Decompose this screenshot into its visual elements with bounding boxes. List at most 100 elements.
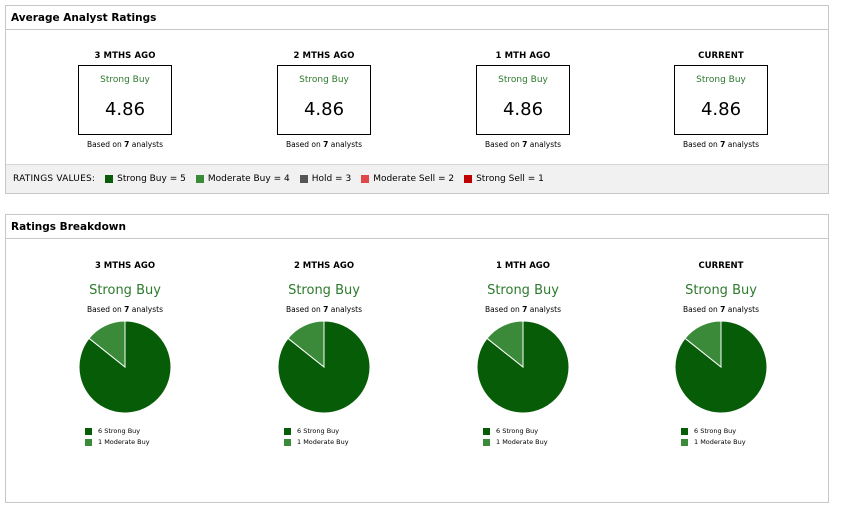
period-title: CURRENT [698,261,744,271]
breakdown-period-3-months: 3 MTHS AGO Strong Buy Based on 7 analyst… [55,261,195,449]
rating-box: Strong Buy 4.86 [78,65,172,135]
pie-svg [674,320,768,414]
ratings-pie-chart [78,320,172,414]
ratings-pie-chart [674,320,768,414]
ratings-pie-chart [277,320,371,414]
pie-legend-item: 1 Moderate Buy [284,438,364,446]
pie-legend-item: 6 Strong Buy [483,427,563,435]
pie-legend-label: 6 Strong Buy [297,427,340,435]
legend-item-moderate-sell: Moderate Sell = 2 [361,174,454,184]
rating-box: Strong Buy 4.86 [277,65,371,135]
period-title: CURRENT [698,51,744,61]
breakdown-period-current: CURRENT Strong Buy Based on 7 analysts 6… [651,261,791,449]
avg-period-1-month: 1 MTH AGO Strong Buy 4.86 Based on 7 ana… [453,51,593,149]
period-title: 2 MTHS AGO [293,51,355,61]
pie-slice-moderate-buy [88,320,126,369]
rating-box: Strong Buy 4.86 [674,65,768,135]
pie-legend-swatch [681,438,688,446]
pie-legend: 6 Strong Buy 1 Moderate Buy [681,427,761,446]
pie-svg [476,320,570,414]
pie-legend-item: 1 Moderate Buy [681,438,761,446]
legend-item-hold: Hold = 3 [299,174,351,184]
based-on-text: Based on 7 analysts [87,305,163,314]
rating-value: 4.86 [700,99,742,120]
pie-svg [78,320,172,414]
analyst-count: 7 [720,305,726,314]
based-on-text: Based on 7 analysts [87,140,163,149]
pie-legend-label: 6 Strong Buy [694,427,737,435]
pie-legend-swatch [284,438,291,446]
legend-item-strong-buy: Strong Buy = 5 [105,174,186,184]
pie-legend: 6 Strong Buy 1 Moderate Buy [85,427,165,446]
legend-swatch [195,175,204,183]
based-on-text: Based on 7 analysts [485,305,561,314]
legend-item-moderate-buy: Moderate Buy = 4 [195,174,290,184]
pie-legend-label: 1 Moderate Buy [98,438,150,446]
avg-period-3-months: 3 MTHS AGO Strong Buy 4.86 Based on 7 an… [55,51,195,149]
pie-legend-label: 6 Strong Buy [496,427,539,435]
pie-svg [277,320,371,414]
legend-swatch [361,175,370,183]
period-title: 3 MTHS AGO [94,51,156,61]
based-on-text: Based on 7 analysts [286,305,362,314]
ratings-pie-chart [476,320,570,414]
based-on-text: Based on 7 analysts [683,305,759,314]
pie-legend-swatch [483,427,490,435]
legend-swatch [105,175,114,183]
rating-value: 4.86 [502,99,544,120]
period-title: 1 MTH AGO [495,51,551,61]
based-on-text: Based on 7 analysts [485,140,561,149]
legend-item-strong-sell: Strong Sell = 1 [464,174,544,184]
panel-title: Average Analyst Ratings [6,6,828,30]
legend-swatch [464,175,473,183]
pie-legend-label: 1 Moderate Buy [297,438,349,446]
pie-legend-swatch [681,427,688,435]
pie-legend: 6 Strong Buy 1 Moderate Buy [483,427,563,446]
legend-title: RATINGS VALUES: [13,174,96,184]
based-on-text: Based on 7 analysts [286,140,362,149]
rating-value: 4.86 [303,99,345,120]
pie-legend-swatch [284,427,291,435]
rating-label: Strong Buy [100,75,150,85]
rating-label: Strong Buy [685,283,757,298]
pie-legend-item: 1 Moderate Buy [483,438,563,446]
analyst-count: 7 [323,305,329,314]
pie-legend-item: 1 Moderate Buy [85,438,165,446]
pie-legend-swatch [483,438,490,446]
analyst-count: 7 [522,305,528,314]
analyst-count: 7 [124,140,130,149]
pie-legend-item: 6 Strong Buy [85,427,165,435]
avg-period-2-months: 2 MTHS AGO Strong Buy 4.86 Based on 7 an… [254,51,394,149]
rating-label: Strong Buy [89,283,161,298]
pie-legend-label: 6 Strong Buy [98,427,141,435]
legend-swatch [299,175,308,183]
pie-slice-moderate-buy [486,320,524,369]
rating-value: 4.86 [104,99,146,120]
period-title: 1 MTH AGO [496,261,550,271]
pie-legend-item: 6 Strong Buy [284,427,364,435]
rating-label: Strong Buy [696,75,746,85]
pie-legend-label: 1 Moderate Buy [496,438,548,446]
pie-legend-swatch [85,438,92,446]
average-analyst-ratings-panel: Average Analyst Ratings 3 MTHS AGO Stron… [5,5,829,194]
analyst-count: 7 [323,140,329,149]
analyst-count: 7 [124,305,130,314]
period-title: 2 MTHS AGO [293,261,355,271]
period-title: 3 MTHS AGO [94,261,156,271]
breakdown-period-2-months: 2 MTHS AGO Strong Buy Based on 7 analyst… [254,261,394,449]
pie-legend-swatch [85,427,92,435]
rating-label: Strong Buy [487,283,559,298]
breakdown-period-1-month: 1 MTH AGO Strong Buy Based on 7 analysts… [453,261,593,449]
avg-period-current: CURRENT Strong Buy 4.86 Based on 7 analy… [651,51,791,149]
analyst-count: 7 [522,140,528,149]
pie-legend-item: 6 Strong Buy [681,427,761,435]
rating-box: Strong Buy 4.86 [476,65,570,135]
panel-title: Ratings Breakdown [6,215,828,239]
based-on-text: Based on 7 analysts [683,140,759,149]
pie-legend-label: 1 Moderate Buy [694,438,746,446]
ratings-breakdown-panel: Ratings Breakdown 3 MTHS AGO Strong Buy … [5,214,829,503]
analyst-count: 7 [720,140,726,149]
pie-slice-moderate-buy [684,320,722,369]
ratings-values-legend: RATINGS VALUES: Strong Buy = 5 Moderate … [6,164,828,193]
pie-slice-moderate-buy [287,320,325,369]
